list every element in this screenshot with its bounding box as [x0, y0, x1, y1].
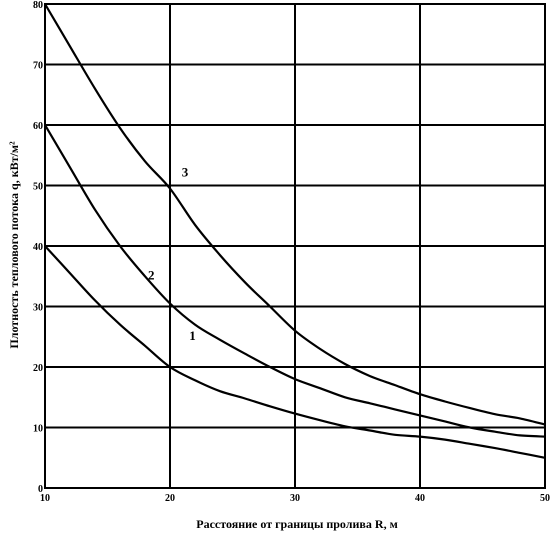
x-tick-label: 50: [540, 493, 550, 504]
curve-label-1: 1: [189, 328, 196, 343]
x-tick-label: 30: [290, 493, 300, 504]
x-tick-label: 40: [415, 493, 425, 504]
y-axis-title: Плотность теплового потока q, кВт/м²: [7, 141, 21, 349]
y-tick-label: 80: [33, 0, 43, 11]
series-line-1: [44, 245, 546, 459]
y-tick-label: 40: [33, 242, 43, 253]
y-tick-label: 0: [38, 484, 43, 495]
grid: [44, 3, 546, 489]
curve-label-2: 2: [148, 267, 155, 282]
x-tick-label: 10: [40, 493, 50, 504]
y-tick-label: 30: [33, 303, 43, 314]
series-line-3: [44, 3, 546, 426]
x-axis-title: Расстояние от границы пролива R, м: [196, 517, 398, 531]
curve-label-3: 3: [182, 164, 189, 179]
series-group: [44, 3, 546, 459]
x-tick-label: 20: [165, 493, 175, 504]
y-tick-label: 60: [33, 121, 43, 132]
y-tick-label: 10: [33, 424, 43, 435]
y-tick-label: 70: [33, 61, 43, 72]
y-tick-label: 50: [33, 182, 43, 193]
series-line-2: [44, 124, 546, 438]
curve-labels: 1 2 3: [148, 164, 196, 342]
y-tick-label: 20: [33, 363, 43, 374]
